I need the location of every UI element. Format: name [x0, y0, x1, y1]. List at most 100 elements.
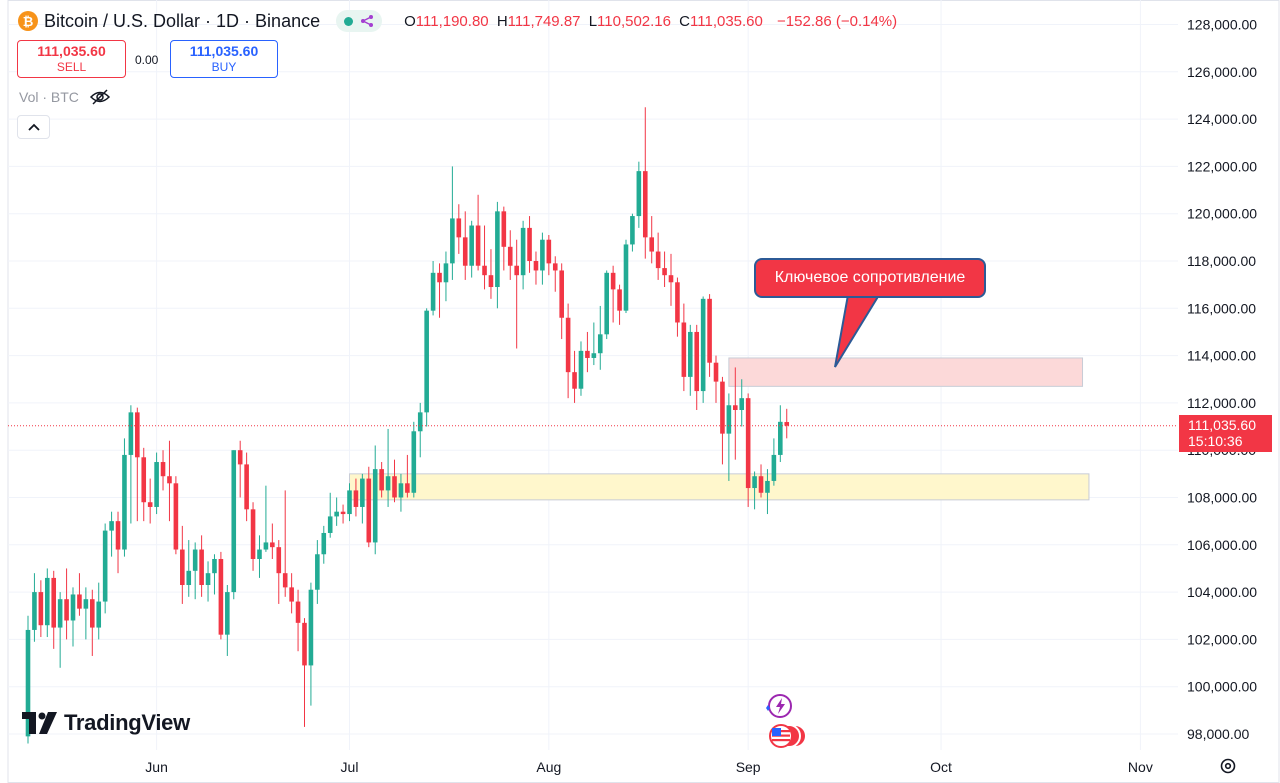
candle-body	[430, 272, 436, 311]
candle-body	[199, 549, 204, 586]
candle-body	[565, 317, 571, 373]
candle-body	[649, 237, 655, 252]
candle-body	[623, 244, 629, 311]
candle-body	[385, 476, 391, 491]
bitcoin-icon: ₿	[18, 11, 38, 31]
candle-body	[83, 599, 89, 609]
candle-body	[173, 483, 179, 550]
candle-body	[668, 275, 674, 283]
candle-body	[475, 225, 481, 266]
y-tick-label: 120,000.00	[1187, 206, 1257, 222]
candle-body	[231, 450, 237, 593]
candle-body	[784, 422, 790, 426]
close-value: 111,035.60	[690, 12, 763, 30]
y-tick-label: 106,000.00	[1187, 537, 1257, 553]
candle-body	[733, 405, 738, 410]
candle-body	[90, 599, 95, 628]
symbol-header: ₿ Bitcoin / U.S. Dollar · 1D · Binance O…	[18, 9, 897, 33]
logo-text: TradingView	[64, 710, 190, 735]
candles	[25, 107, 790, 744]
x-tick-label: Oct	[930, 759, 952, 775]
candle-body	[51, 577, 57, 628]
candle-body	[758, 476, 764, 493]
spread-value: 0.00	[135, 53, 159, 67]
candle-body	[372, 469, 378, 543]
volume-label: Vol · BTC	[19, 89, 79, 105]
sell-button[interactable]: 111,035.60 SELL	[17, 40, 126, 78]
buy-button[interactable]: 111,035.60 BUY	[170, 40, 278, 78]
candle-body	[482, 265, 487, 276]
market-status-pill[interactable]	[336, 10, 383, 32]
open-value: 111,190.80	[415, 12, 489, 30]
candle-body	[405, 483, 410, 493]
y-tick-label: 108,000.00	[1187, 490, 1257, 506]
candle-body	[655, 251, 661, 269]
candle-body	[218, 558, 224, 635]
candle-body	[636, 171, 642, 217]
candle-body	[771, 454, 777, 481]
chevron-up-icon	[27, 123, 40, 131]
candle-body	[38, 592, 44, 626]
candle-body	[630, 216, 635, 245]
us-economic-event-icon[interactable]	[767, 722, 809, 750]
y-tick-label: 112,000.00	[1187, 395, 1256, 411]
ohlc-values: O111,190.80 H111,749.87 L110,502.16 C111…	[400, 13, 897, 30]
high-label: H	[496, 12, 508, 30]
lightning-event-icon[interactable]	[763, 693, 795, 721]
candle-body	[642, 171, 648, 238]
eye-off-icon[interactable]	[89, 89, 111, 105]
y-tick-label: 124,000.00	[1187, 111, 1257, 127]
x-tick-label: Nov	[1128, 759, 1153, 775]
candle-body	[379, 469, 384, 491]
resistance-callout[interactable]: Ключевое сопротивление	[754, 258, 986, 298]
candle-body	[102, 530, 108, 602]
candle-body	[244, 464, 249, 510]
candle-body	[720, 381, 725, 434]
x-tick-label: Sep	[736, 759, 761, 775]
candle-body	[610, 272, 616, 290]
candle-body	[77, 594, 82, 609]
candle-body	[289, 587, 294, 602]
candle-body	[681, 322, 687, 377]
candle-body	[398, 483, 404, 498]
candle-body	[520, 227, 526, 276]
candle-body	[778, 421, 783, 455]
callout-pointer	[834, 294, 881, 368]
candle-body	[225, 592, 230, 635]
candle-body	[295, 601, 301, 623]
candle-body	[450, 218, 455, 264]
collapse-legend-button[interactable]	[17, 115, 50, 139]
tradingview-logo[interactable]: TradingView	[22, 710, 190, 736]
candle-body	[488, 275, 494, 288]
candle-body	[726, 405, 732, 434]
candle-body	[469, 225, 474, 266]
candle-body	[237, 450, 243, 465]
candle-body	[70, 594, 76, 621]
candle-body	[687, 331, 693, 377]
candle-body	[141, 457, 147, 503]
candle-body	[443, 263, 449, 283]
volume-legend[interactable]: Vol · BTC	[19, 89, 111, 105]
symbol-title[interactable]: Bitcoin / U.S. Dollar · 1D · Binance	[44, 10, 321, 31]
candle-body	[765, 480, 770, 493]
candle-body	[128, 412, 134, 455]
candle-body	[462, 237, 468, 266]
candle-body	[752, 476, 757, 489]
candle-body	[115, 521, 121, 550]
low-value: 110,502.16	[597, 12, 671, 30]
y-tick-label: 126,000.00	[1187, 64, 1257, 80]
callout-text: Ключевое сопротивление	[774, 269, 966, 286]
candle-body	[392, 476, 397, 498]
candle-body	[662, 268, 667, 276]
candle-body	[282, 573, 288, 588]
settings-gear-icon[interactable]	[1219, 757, 1237, 775]
candle-body	[160, 462, 166, 477]
candle-body	[340, 511, 346, 515]
candle-body	[533, 261, 539, 271]
candle-body	[334, 511, 339, 517]
candle-body	[572, 372, 577, 389]
candle-body	[540, 239, 545, 271]
candle-body	[353, 490, 359, 507]
